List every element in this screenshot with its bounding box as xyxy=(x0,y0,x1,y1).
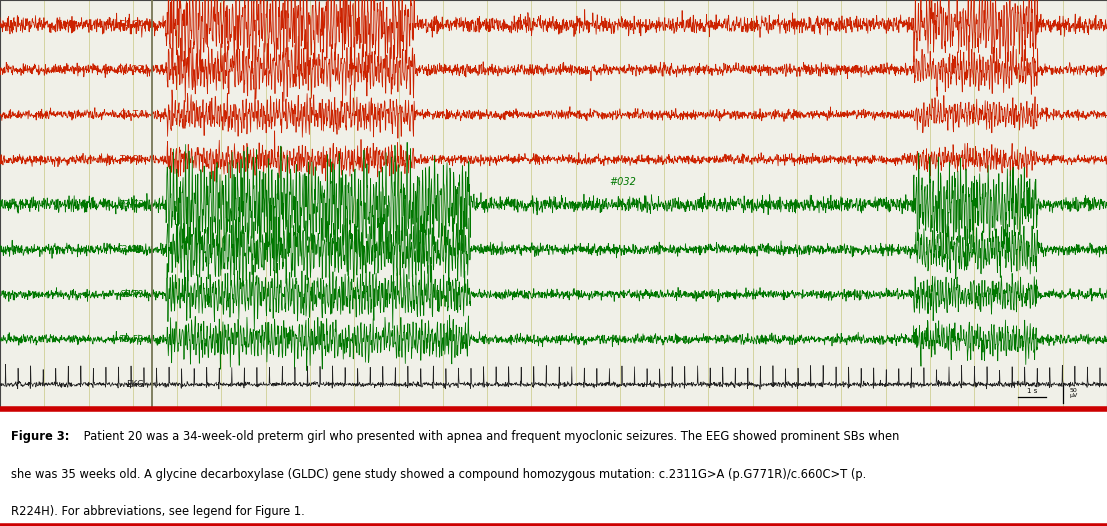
Text: Figure 3:: Figure 3: xyxy=(11,430,70,443)
Text: C3-T3: C3-T3 xyxy=(120,290,144,299)
Text: Patient 20 was a 34-week-old preterm girl who presented with apnea and frequent : Patient 20 was a 34-week-old preterm gir… xyxy=(80,430,899,443)
Text: R224H). For abbreviations, see legend for Figure 1.: R224H). For abbreviations, see legend fo… xyxy=(11,505,304,518)
Text: F4-C4: F4-C4 xyxy=(118,20,144,29)
Text: T3-F3: T3-F3 xyxy=(120,335,144,344)
Text: C4-T4: C4-T4 xyxy=(120,110,144,119)
Text: F3-C3: F3-C3 xyxy=(118,200,144,209)
Text: C4-O2: C4-O2 xyxy=(116,65,144,74)
Text: #032: #032 xyxy=(609,177,635,187)
Text: EKG: EKG xyxy=(126,380,144,389)
Text: T4-F4: T4-F4 xyxy=(120,155,144,164)
Text: she was 35 weeks old. A glycine decarboxylase (GLDC) gene study showed a compoun: she was 35 weeks old. A glycine decarbox… xyxy=(11,468,867,481)
Text: 1 s: 1 s xyxy=(1027,388,1037,394)
Text: 50
μV: 50 μV xyxy=(1069,388,1078,398)
Text: C3-O1: C3-O1 xyxy=(116,245,144,254)
